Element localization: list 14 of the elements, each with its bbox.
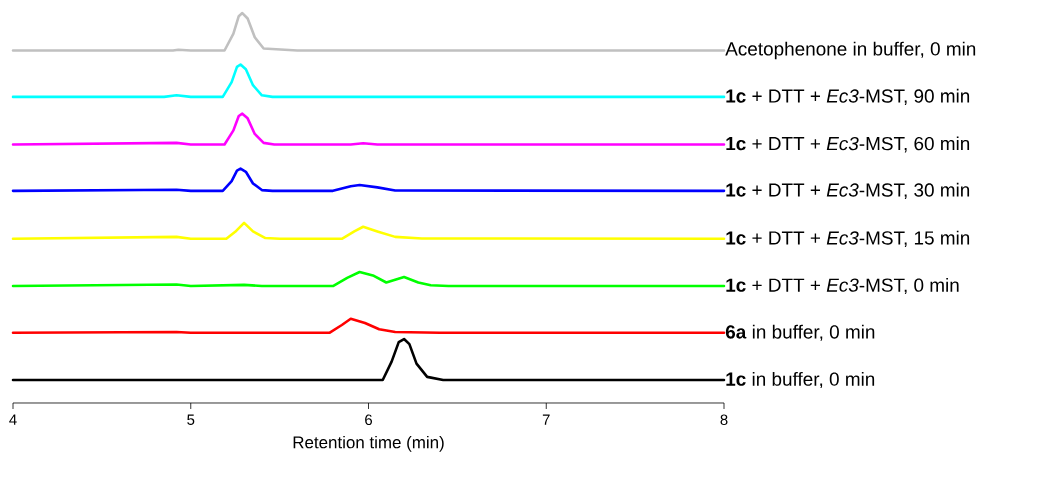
x-axis-title: Retention time (min) bbox=[293, 435, 444, 452]
series-label: Acetophenone in buffer, 0 min bbox=[725, 41, 976, 60]
series-label: 1c + DTT + Ec3-MST, 90 min bbox=[726, 88, 970, 105]
x-tick-label: 7 bbox=[542, 414, 550, 425]
series-label: 1c in buffer, 0 min bbox=[726, 371, 875, 389]
series-label: 1c + DTT + Ec3-MST, 15 min bbox=[726, 230, 970, 247]
series-label: 6a in buffer, 0 min bbox=[725, 324, 875, 341]
series-label: 1c + DTT + Ec3-MST, 0 min bbox=[726, 277, 959, 295]
series-label: 1c + DTT + Ec3-MST, 60 min bbox=[726, 136, 970, 153]
series-label: 1c + DTT + Ec3-MST, 30 min bbox=[726, 182, 970, 199]
x-tick-label: 8 bbox=[720, 414, 728, 426]
x-tick-label: 4 bbox=[9, 414, 17, 425]
x-tick-label: 5 bbox=[187, 414, 195, 425]
x-tick-label: 6 bbox=[365, 414, 373, 426]
